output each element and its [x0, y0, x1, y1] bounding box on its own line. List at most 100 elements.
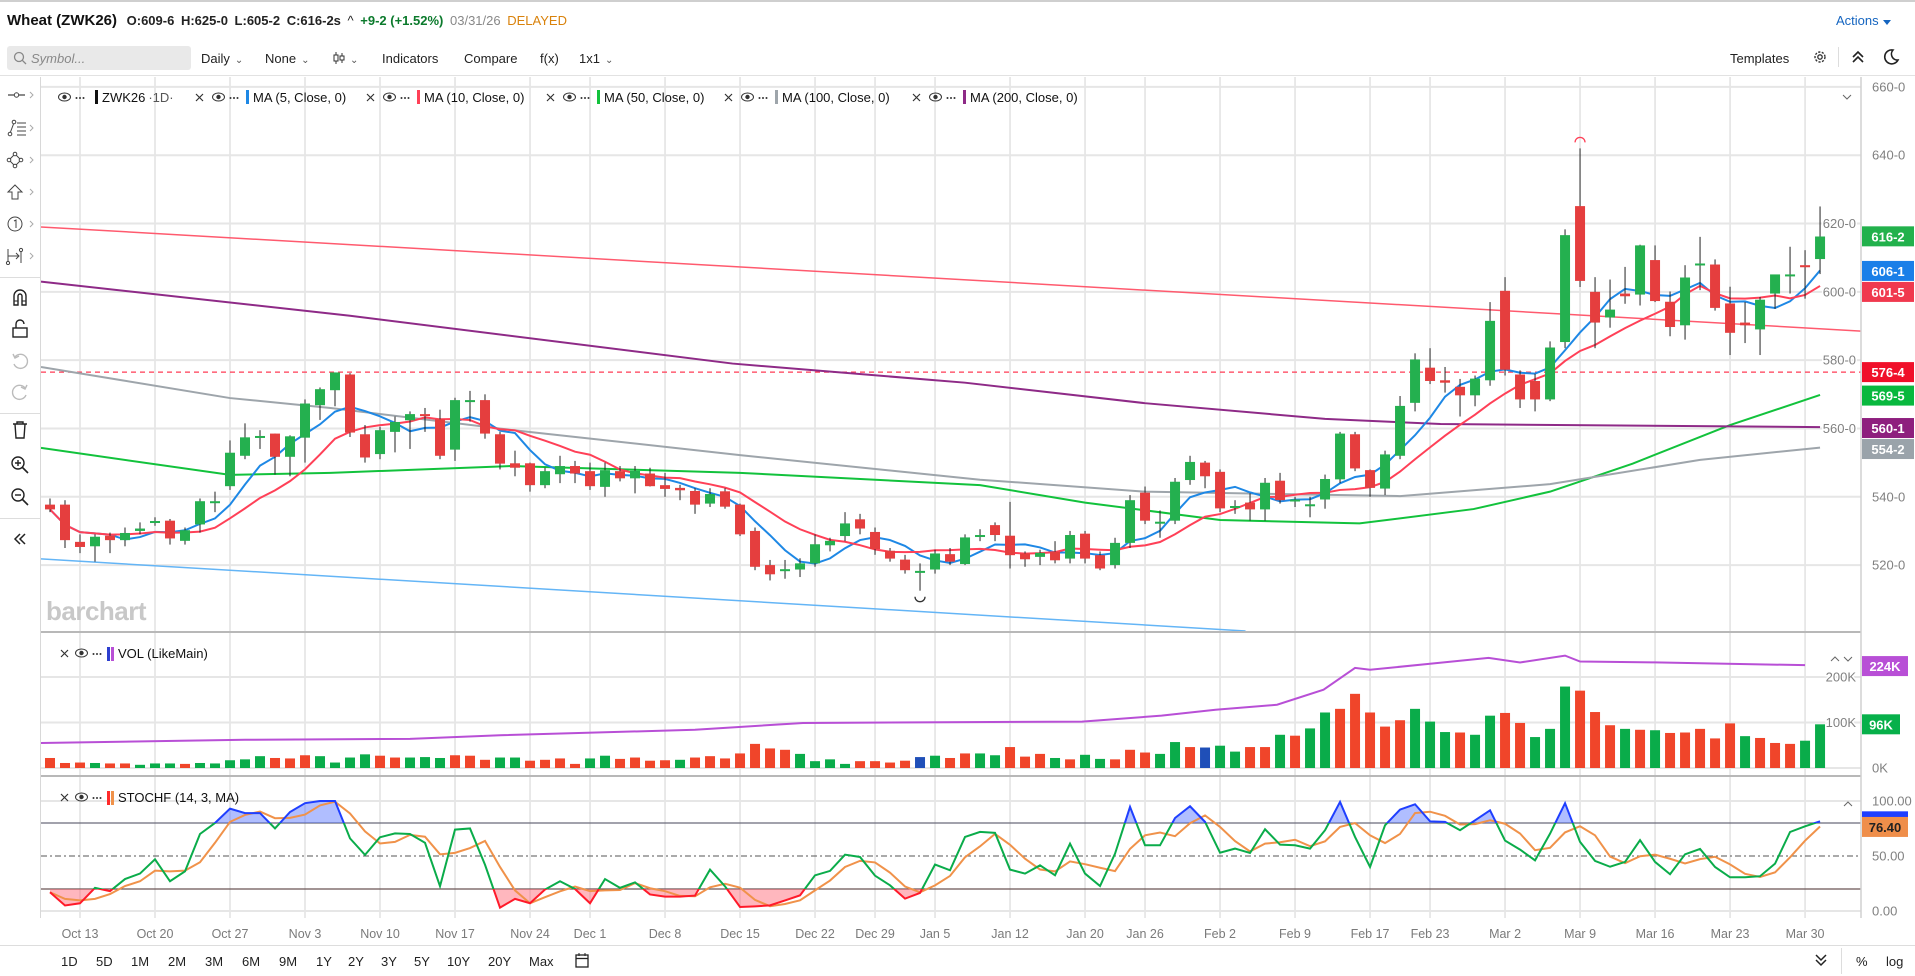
more-options-icon[interactable]	[946, 90, 956, 105]
layout-dropdown[interactable]: 1x1 ⌄	[579, 51, 613, 66]
pane-move-down-icon[interactable]	[1843, 650, 1853, 668]
range-2m-button[interactable]: 2M	[168, 954, 187, 969]
settings-gear-icon[interactable]	[1812, 49, 1828, 70]
candle	[90, 534, 101, 562]
volume-bar	[750, 743, 761, 768]
range-1d-button[interactable]: 1D	[61, 954, 78, 969]
range-20y-button[interactable]: 20Y	[488, 954, 512, 969]
eye-icon[interactable]	[75, 646, 88, 661]
arrow-tool-button[interactable]	[0, 183, 40, 206]
range-9m-button[interactable]: 9M	[279, 954, 298, 969]
close-icon[interactable]	[546, 90, 555, 105]
range-3y-button[interactable]: 3Y	[381, 954, 397, 969]
more-options-icon[interactable]	[92, 790, 102, 805]
range-1m-button[interactable]: 1M	[131, 954, 150, 969]
more-options-icon[interactable]	[400, 90, 410, 105]
redo-icon[interactable]	[0, 382, 40, 407]
symbol-search-input[interactable]: Symbol...	[7, 46, 191, 70]
close-icon[interactable]	[60, 790, 69, 805]
eye-icon[interactable]	[212, 90, 225, 105]
function-button[interactable]: f(x)	[540, 51, 559, 66]
volume-bar	[90, 762, 101, 768]
more-options-icon[interactable]	[75, 90, 85, 105]
candle-body	[1545, 347, 1556, 400]
study-label: MA (200, Close, 0)	[970, 89, 1078, 105]
zoom-out-icon[interactable]	[0, 487, 40, 512]
candle	[840, 512, 851, 542]
more-options-icon[interactable]	[92, 646, 102, 661]
price-last-label-text: 569-5	[1871, 389, 1904, 404]
fib-tool-button[interactable]	[0, 119, 40, 142]
pane-collapse-chevron-icon[interactable]	[1842, 88, 1852, 106]
candle-body	[675, 487, 686, 491]
range-6m-button[interactable]: 6M	[242, 954, 261, 969]
candle-body	[660, 485, 671, 489]
dark-mode-moon-icon[interactable]	[1882, 48, 1900, 71]
eye-icon[interactable]	[563, 90, 576, 105]
eye-icon[interactable]	[741, 90, 754, 105]
shape-tool-button[interactable]	[0, 151, 40, 174]
top-border	[0, 0, 1915, 2]
eye-icon[interactable]	[383, 90, 396, 105]
more-options-icon[interactable]	[229, 90, 239, 105]
range-5d-button[interactable]: 5D	[96, 954, 113, 969]
candle	[135, 522, 146, 535]
candle	[1365, 469, 1376, 497]
volume-bar	[570, 763, 581, 768]
indicators-button[interactable]: Indicators	[382, 51, 439, 66]
close-icon[interactable]	[724, 90, 733, 105]
undo-icon[interactable]	[0, 351, 40, 376]
close-icon[interactable]	[366, 90, 375, 105]
unlock-icon[interactable]	[0, 319, 40, 344]
more-options-icon[interactable]	[758, 90, 768, 105]
volume-bar	[480, 759, 491, 768]
percent-scale-button[interactable]: %	[1856, 954, 1868, 969]
eye-icon[interactable]	[58, 90, 71, 105]
calendar-icon[interactable]	[575, 952, 589, 973]
quote-status: DELAYED	[507, 13, 567, 28]
measure-tool-button[interactable]	[0, 247, 40, 270]
candle	[1155, 510, 1166, 538]
candle-body	[1050, 551, 1061, 561]
close-icon[interactable]	[195, 90, 204, 105]
candle	[1140, 486, 1151, 525]
compare-button[interactable]: Compare	[464, 51, 518, 66]
collapse-up-icon[interactable]	[1851, 49, 1865, 70]
expand-down-icon[interactable]	[1814, 953, 1828, 972]
log-scale-button[interactable]: log	[1886, 954, 1904, 969]
actions-menu[interactable]: Actions	[1836, 13, 1892, 29]
magnet-icon[interactable]	[0, 287, 40, 312]
close-icon[interactable]	[60, 646, 69, 661]
line-tool-button[interactable]	[0, 87, 40, 108]
volume-bar	[240, 759, 251, 768]
stoch-tick-label: 0.00	[1872, 903, 1897, 918]
volume-bar	[1605, 725, 1616, 768]
date-tick-label: Jan 26	[1126, 927, 1164, 941]
range-1y-button[interactable]: 1Y	[316, 954, 332, 969]
date-tick-label: Nov 3	[289, 927, 322, 941]
overlay-dropdown[interactable]: None ⌄	[265, 51, 309, 66]
templates-button[interactable]: Templates	[1730, 51, 1790, 66]
candle-body	[405, 414, 416, 421]
pane-move-up-icon[interactable]	[1830, 650, 1840, 668]
range-2y-button[interactable]: 2Y	[348, 954, 364, 969]
close-icon[interactable]	[912, 90, 921, 105]
overlay-label: None	[265, 51, 297, 66]
annotation-tool-button[interactable]	[0, 215, 40, 238]
range-max-button[interactable]: Max	[529, 954, 554, 969]
trash-icon[interactable]	[0, 420, 40, 445]
range-10y-button[interactable]: 10Y	[447, 954, 471, 969]
main-legend: ZWK26 ·1D·	[58, 89, 174, 105]
range-3m-button[interactable]: 3M	[205, 954, 224, 969]
range-5y-button[interactable]: 5Y	[414, 954, 430, 969]
zoom-in-icon[interactable]	[0, 455, 40, 480]
period-dropdown[interactable]: Daily ⌄	[201, 51, 243, 66]
pane-move-up-icon[interactable]	[1843, 795, 1853, 813]
more-options-icon[interactable]	[580, 90, 590, 105]
volume-bar	[315, 756, 326, 768]
collapse-toolbar-icon[interactable]	[0, 531, 40, 552]
eye-icon[interactable]	[929, 90, 942, 105]
chart-type-dropdown[interactable]: ⌄	[333, 51, 358, 68]
eye-icon[interactable]	[75, 790, 88, 805]
